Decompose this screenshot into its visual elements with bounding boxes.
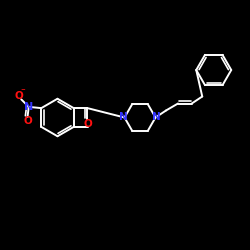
Text: N: N	[24, 102, 34, 112]
Text: O: O	[15, 91, 24, 101]
Text: O: O	[83, 119, 92, 129]
Text: ⁻: ⁻	[21, 88, 26, 96]
Text: N: N	[152, 112, 161, 122]
Text: N: N	[119, 112, 128, 122]
Text: O: O	[23, 116, 32, 126]
